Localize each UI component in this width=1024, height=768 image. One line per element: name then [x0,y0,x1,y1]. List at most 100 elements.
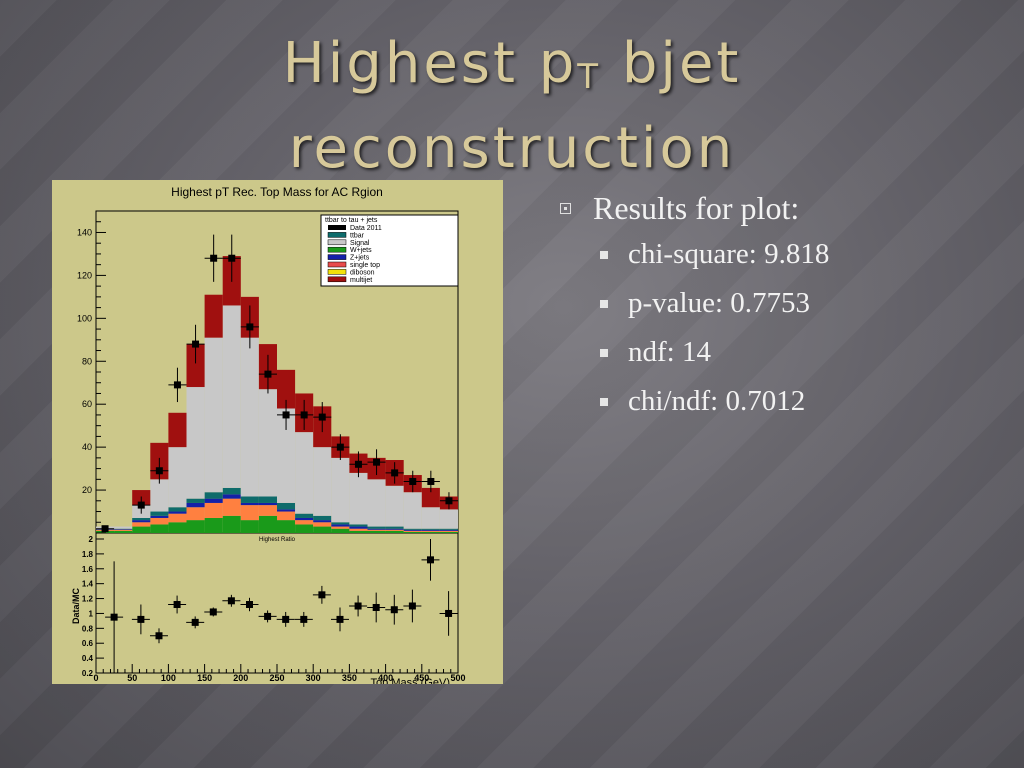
ratio-y-tick-label: 1.2 [82,595,94,604]
data-point [264,370,272,378]
data-point [246,323,254,331]
stack-bar-ttbar [403,528,422,530]
ratio-y-axis-label: Data/MC [71,588,81,625]
data-point [192,340,200,348]
legend-entry: Data 2011 [350,225,382,232]
ratio-y-tick-label: 0.2 [82,669,94,678]
filled-square-bullet-icon [600,398,608,406]
stack-bar-z-jets [295,517,314,521]
title-word-bjet: bjet [601,31,742,96]
data-point [173,381,181,389]
ratio-point [173,601,181,609]
stack-bar-w-jets [439,531,458,533]
data-point [427,477,435,485]
stack-bar-ttbar [132,517,151,521]
ratio-y-tick-label: 1.8 [82,550,94,559]
histogram-figure: Highest pT Rec. Top Mass for AC Rgion 20 4… [52,180,503,684]
y-tick-label: 120 [77,270,92,280]
legend-title: ttbar to tau + jets [325,217,378,224]
ratio-y-tick-label: 2 [89,535,94,544]
stack-bar-w-jets [295,524,314,533]
stack-bar-signal [204,502,223,518]
stack-bar-signal [385,529,404,531]
stack-bar-ttbar [186,498,205,503]
stack-bar-z-jets [439,529,458,531]
stack-bar-ttbar [277,502,296,510]
stack-bar-tt-lep [150,479,169,512]
chi-ndf-text: chi/ndf: 0.7012 [628,385,806,417]
stack-bar-w-jets [132,526,151,533]
legend-entry: ttbar [350,232,365,239]
stack-bar-multijet [421,487,440,508]
stack-bar-z-jets [313,520,332,523]
stack-bar-tt-lep [403,492,422,529]
stack-bar-ttbar [385,526,404,529]
stack-bar-tt-lep [331,457,350,523]
stack-bar-z-jets [132,520,151,523]
stack-bar-tt-lep [313,447,332,516]
stack-bar-signal [114,529,133,531]
ratio-y-tick-label: 0.4 [82,654,94,663]
bullet-ndf: ndf: 14 [560,328,829,377]
ratio-point [282,615,290,623]
ratio-point [445,609,453,617]
y-tick-label: 60 [82,399,92,409]
data-point [409,477,417,485]
stack-bar-ttbar [222,487,241,495]
ratio-point [137,615,145,623]
y-tick-label: 40 [82,442,92,452]
stack-bar-signal [168,513,187,523]
stack-bar-signal [132,522,151,527]
ratio-point [227,597,235,605]
stack-bar-w-jets [240,520,259,533]
x-tick-label: 250 [269,673,284,683]
stack-bar-signal [258,505,277,516]
stack-bar-tt-lep [222,305,241,488]
x-tick-label: 500 [450,673,465,683]
x-axis-label: Top Mass (GeV) [371,677,450,684]
stack-bar-ttbar [204,492,223,499]
stack-bar-z-jets [277,509,296,512]
stack-bar-ttbar [349,524,368,527]
stack-bar-w-jets [331,528,350,533]
results-bullet-list: Results for plot: chi-square: 9.818 p-va… [560,186,829,426]
legend-entry: Z+jets [350,255,370,262]
stack-bar-signal [186,507,205,521]
stack-bar-z-jets [222,494,241,499]
stack-bar-ttbar [313,515,332,521]
chi-square-text: chi-square: 9.818 [628,238,830,270]
stack-bar-tt-lep [204,337,223,493]
stack-bar-multijet [204,294,223,338]
stack-bar-w-jets [421,531,440,533]
title-word-highest-p: Highest p [282,31,578,96]
ratio-point [209,608,217,616]
stack-bar-w-jets [313,526,332,533]
stack-bar-signal [295,520,314,525]
stack-bar-w-jets [367,530,386,533]
data-point [354,460,362,468]
data-point [373,458,381,466]
legend-swatch [327,276,347,283]
stack-bar-tt-lep [349,472,368,525]
chart-title: Highest pT Rec. Top Mass for AC Rgion [171,185,383,199]
stack-bar-signal [150,517,169,525]
filled-square-bullet-icon [600,251,608,259]
stack-bar-signal [222,498,241,516]
legend-swatch [327,254,347,260]
ratio-point [408,602,416,610]
data-point [228,254,236,262]
x-tick-label: 100 [161,673,176,683]
stack-bar-w-jets [114,530,133,533]
stack-bar-w-jets [204,517,223,533]
y-tick-label: 100 [77,313,92,323]
stack-bar-signal [421,530,440,532]
ratio-point [318,591,326,599]
stack-bar-z-jets [240,502,259,506]
stack-bar-w-jets [277,520,296,533]
filled-square-bullet-icon [600,349,608,357]
bullet-p-value: p-value: 0.7753 [560,279,829,328]
ratio-point [354,602,362,610]
stack-bar-ttbar [168,507,187,512]
stack-bar-signal [331,526,350,529]
stack-bar-ttbar [295,513,314,518]
